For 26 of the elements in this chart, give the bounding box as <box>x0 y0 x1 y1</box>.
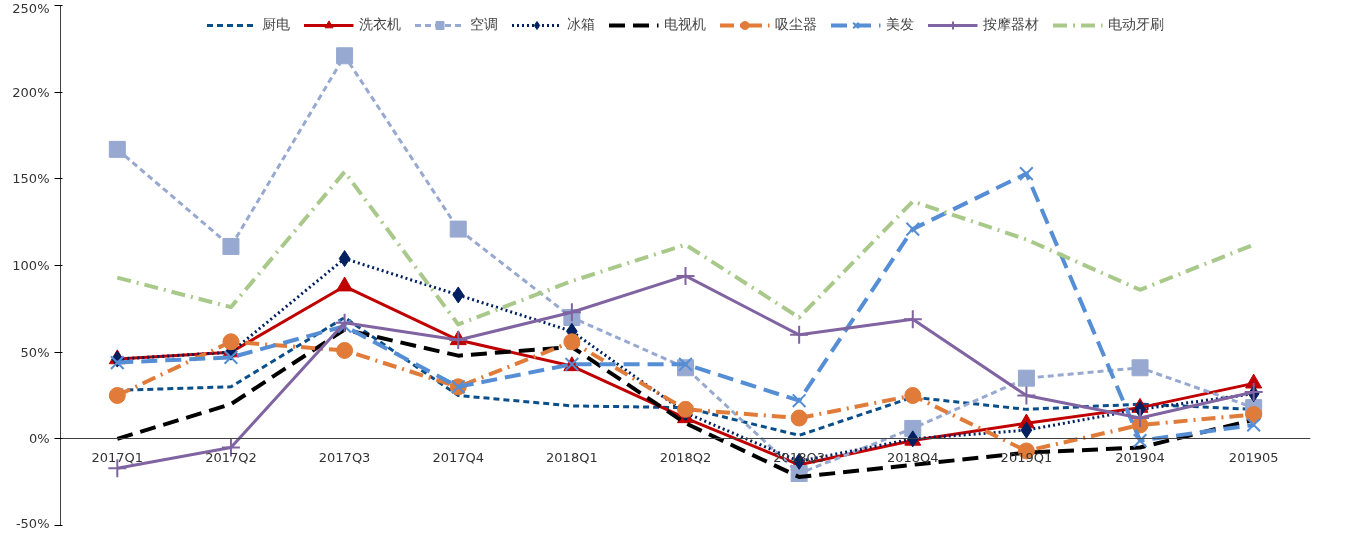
legend-label: 按摩器材 <box>982 16 1039 34</box>
legend-label: 厨电 <box>261 16 290 34</box>
x-tick-label: 2018Q4 <box>886 449 939 465</box>
x-tick-label: 201905 <box>1228 449 1279 465</box>
y-tick-label: 250% <box>12 0 50 16</box>
y-tick-label: -50% <box>15 515 50 531</box>
y-tick-label: 100% <box>12 258 50 273</box>
legend-label: 空调 <box>469 16 498 34</box>
y-tick-label: 0% <box>28 431 50 447</box>
y-tick-label: 150% <box>12 171 50 187</box>
x-tick-label: 2018Q1 <box>546 449 598 465</box>
x-tick-label: 2017Q4 <box>432 449 485 465</box>
x-tick-label: 2019Q1 <box>1000 449 1053 465</box>
x-tick-label: 2017Q2 <box>205 449 257 465</box>
y-tick-label: 200% <box>12 84 50 100</box>
x-tick-label: 201904 <box>1115 449 1165 465</box>
x-tick-label: 2017Q1 <box>91 449 144 465</box>
legend-label: 吸尘器 <box>774 16 817 34</box>
legend-label: 冰箱 <box>566 16 595 34</box>
legend-label: 洗衣机 <box>358 16 401 34</box>
legend-label: 电视机 <box>663 16 706 34</box>
legend-label: 电动牙刷 <box>1107 16 1164 34</box>
legend-label: 美发 <box>885 16 914 34</box>
y-tick-label: 50% <box>20 344 50 360</box>
x-tick-label: 2017Q3 <box>318 449 371 465</box>
x-tick-label: 2018Q2 <box>659 449 712 465</box>
